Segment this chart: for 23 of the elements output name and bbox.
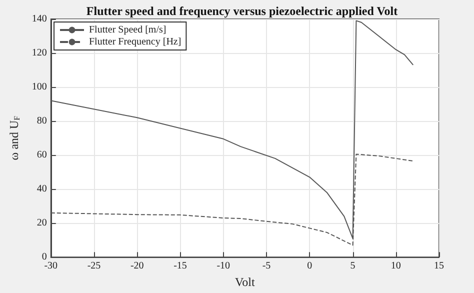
legend-label: Flutter Frequency [Hz] [89, 36, 182, 48]
x-tick-label: -30 [44, 260, 58, 272]
y-tick-label: 80 [36, 116, 47, 127]
y-tick-label: 100 [32, 82, 47, 93]
y-tick-label: 120 [32, 48, 47, 59]
legend-label: Flutter Speed [m/s] [89, 24, 166, 36]
x-tick-label: 10 [390, 260, 401, 272]
x-tick-label: -15 [174, 260, 187, 272]
x-tick-label: 0 [307, 260, 312, 272]
y-tick-label: 20 [36, 218, 47, 229]
x-tick-label: -5 [262, 260, 271, 272]
y-axis-title: ω and UF [7, 115, 22, 160]
y-tick-label: 60 [36, 150, 47, 161]
x-axis-title: Volt [235, 275, 256, 289]
chart-title: Flutter speed and frequency versus piezoelectric applied Volt [86, 4, 398, 18]
x-tick-label: -10 [216, 260, 230, 272]
y-tick-label: 140 [32, 14, 47, 24]
y-tick-label: 0 [42, 252, 47, 263]
x-tick-label: -20 [130, 260, 144, 272]
x-tick-label: 5 [350, 260, 356, 272]
x-tick-label: -25 [87, 260, 101, 272]
x-tick-label: 15 [434, 260, 444, 272]
y-tick-label: 40 [36, 184, 47, 195]
